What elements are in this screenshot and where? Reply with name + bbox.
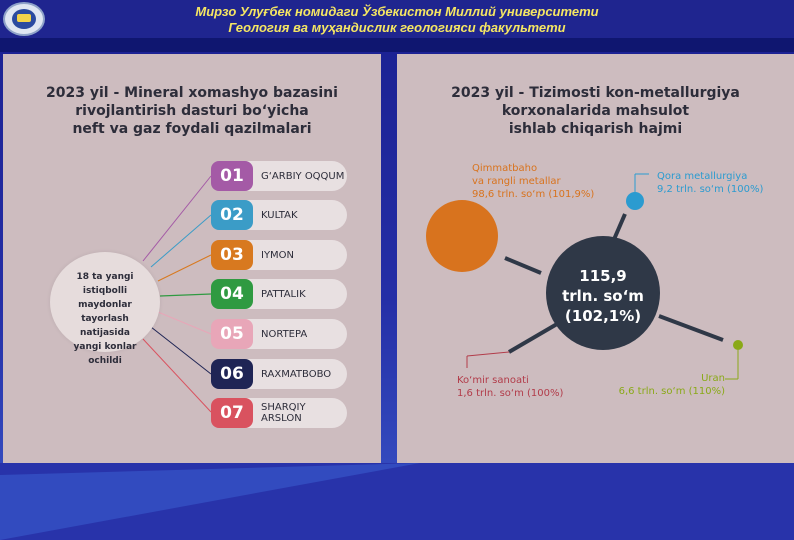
header-stripe [0, 38, 794, 52]
bottom-decoration [0, 463, 794, 540]
field-item: 03 IYMON [211, 240, 347, 270]
field-item: 04 PATTALIK [211, 279, 347, 309]
field-item: 05 NORTEPA [211, 319, 347, 349]
coal-industry-label: Ko‘mir sanoati 1,6 trln. so‘m (100%) [457, 375, 564, 399]
header-faculty: Геология ва муҳандислик геологияси факул… [228, 20, 566, 35]
new-fields-summary: 18 ta yangi istiqbolli maydonlar tayorla… [50, 252, 160, 366]
right-panel-title: 2023 yil - Tizimosti kon-metallurgiya ko… [451, 85, 740, 137]
field-item: 07 SHARQIY ARSLON [211, 398, 347, 428]
header-university: Мирзо Улуғбек номидаги Ўзбекистон Миллий… [195, 4, 599, 19]
uranium-label: Uran 6,6 trln. so‘m (110%) [618, 373, 725, 397]
ferrous-metallurgy-marker [626, 192, 644, 210]
left-panel: 2023 yil - Mineral xomashyo bazasini riv… [3, 54, 381, 463]
uranium-marker [733, 340, 743, 350]
right-panel: 2023 yil - Tizimosti kon-metallurgiya ko… [397, 54, 794, 463]
university-logo [3, 2, 45, 36]
header-band [0, 0, 794, 38]
total-output-circle: 115,9 trln. so‘m (102,1%) [546, 236, 660, 350]
field-item: 02 KULTAK [211, 200, 347, 230]
connector-lines [142, 175, 212, 413]
left-panel-title: 2023 yil - Mineral xomashyo bazasini riv… [46, 85, 338, 137]
precious-metals-marker [426, 200, 498, 272]
precious-metals-label: Qimmatbaho va rangli metallar 98,6 trln.… [472, 163, 595, 200]
field-item: 01 G‘ARBIY OQQUM [211, 161, 347, 191]
field-item: 06 RAXMATBOBO [211, 359, 347, 389]
ferrous-metallurgy-label: Qora metallurgiya 9,2 trln. so‘m (100%) [657, 171, 764, 195]
